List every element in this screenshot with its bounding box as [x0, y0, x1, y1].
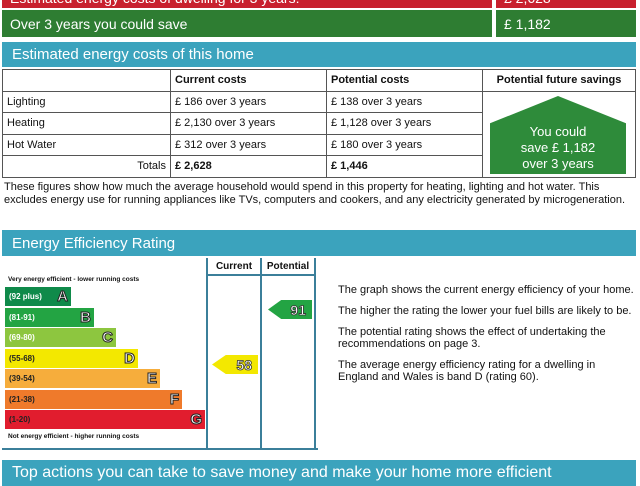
rating-text-1: The graph shows the current energy effic…	[338, 284, 634, 296]
band-letter: E	[146, 370, 157, 388]
band-letter: G	[190, 411, 203, 429]
current-col-label: Current	[215, 261, 253, 272]
potential-col-label: Potential	[266, 261, 310, 272]
costs-table: Current costs Potential costs Potential fu…	[2, 69, 636, 178]
band-d: (55-68) D	[5, 348, 138, 368]
band-range: (39-54)	[9, 374, 35, 383]
band-range: (81-91)	[9, 312, 35, 322]
band-b: (81-91) B	[5, 307, 94, 327]
col-current: Current costs	[170, 69, 327, 92]
totals-row: Totals £ 2,628 £ 1,446	[2, 155, 636, 178]
band-c: (69-80) C	[5, 328, 116, 347]
band-letter: C	[102, 329, 114, 347]
rating-text-3: The potential rating shows the effect of…	[338, 326, 606, 350]
band-range: (55-68)	[9, 353, 35, 363]
band-f: (21-38) F	[5, 389, 182, 409]
costs-heading: Estimated energy costs of this home	[2, 42, 636, 67]
band-e: (39-54) E	[5, 369, 160, 388]
potential-rating-pointer: 91	[268, 300, 312, 319]
band-range: (21-38)	[9, 394, 35, 404]
rating-text-4: The average energy efficiency rating for…	[338, 359, 596, 383]
rating-text-2: The higher the rating the lower your fue…	[338, 305, 632, 317]
savings-arrow: You could save £ 1,182 over 3 years	[490, 96, 626, 174]
current-rating-pointer: 58	[212, 355, 258, 374]
table-row: Hot Water £ 312 over 3 years £ 180 over 3 …	[2, 133, 636, 156]
actions-heading: Top actions you can take to save money a…	[2, 460, 636, 486]
band-letter: F	[169, 390, 179, 408]
bottom-label: Not energy efficient - higher running co…	[8, 433, 140, 440]
save-value: £ 1,182	[496, 10, 636, 37]
rating-heading: Energy Efficiency Rating	[2, 230, 636, 256]
costs-note: These figures show how much the average …	[4, 181, 626, 206]
col-potential: Potential costs	[326, 69, 483, 92]
band-letter: A	[57, 288, 69, 306]
band-range: (92 plus)	[9, 292, 42, 301]
band-g: (1-20) G	[5, 410, 205, 429]
cost-label: Estimated energy costs of dwelling for 3…	[2, 0, 492, 8]
band-letter: D	[124, 349, 136, 367]
band-letter: B	[80, 308, 92, 326]
col-savings: Potential future savings	[482, 69, 636, 92]
save-label: Over 3 years you could save	[2, 10, 492, 37]
cost-value: £ 2,628	[496, 0, 636, 8]
band-a: (92 plus) A	[5, 287, 71, 306]
top-label: Very energy efficient - lower running co…	[8, 276, 140, 283]
band-range: (1-20)	[9, 415, 31, 424]
band-range: (69-80)	[9, 333, 35, 342]
rating-chart: Current Potential Very energy efficient …	[2, 258, 318, 450]
